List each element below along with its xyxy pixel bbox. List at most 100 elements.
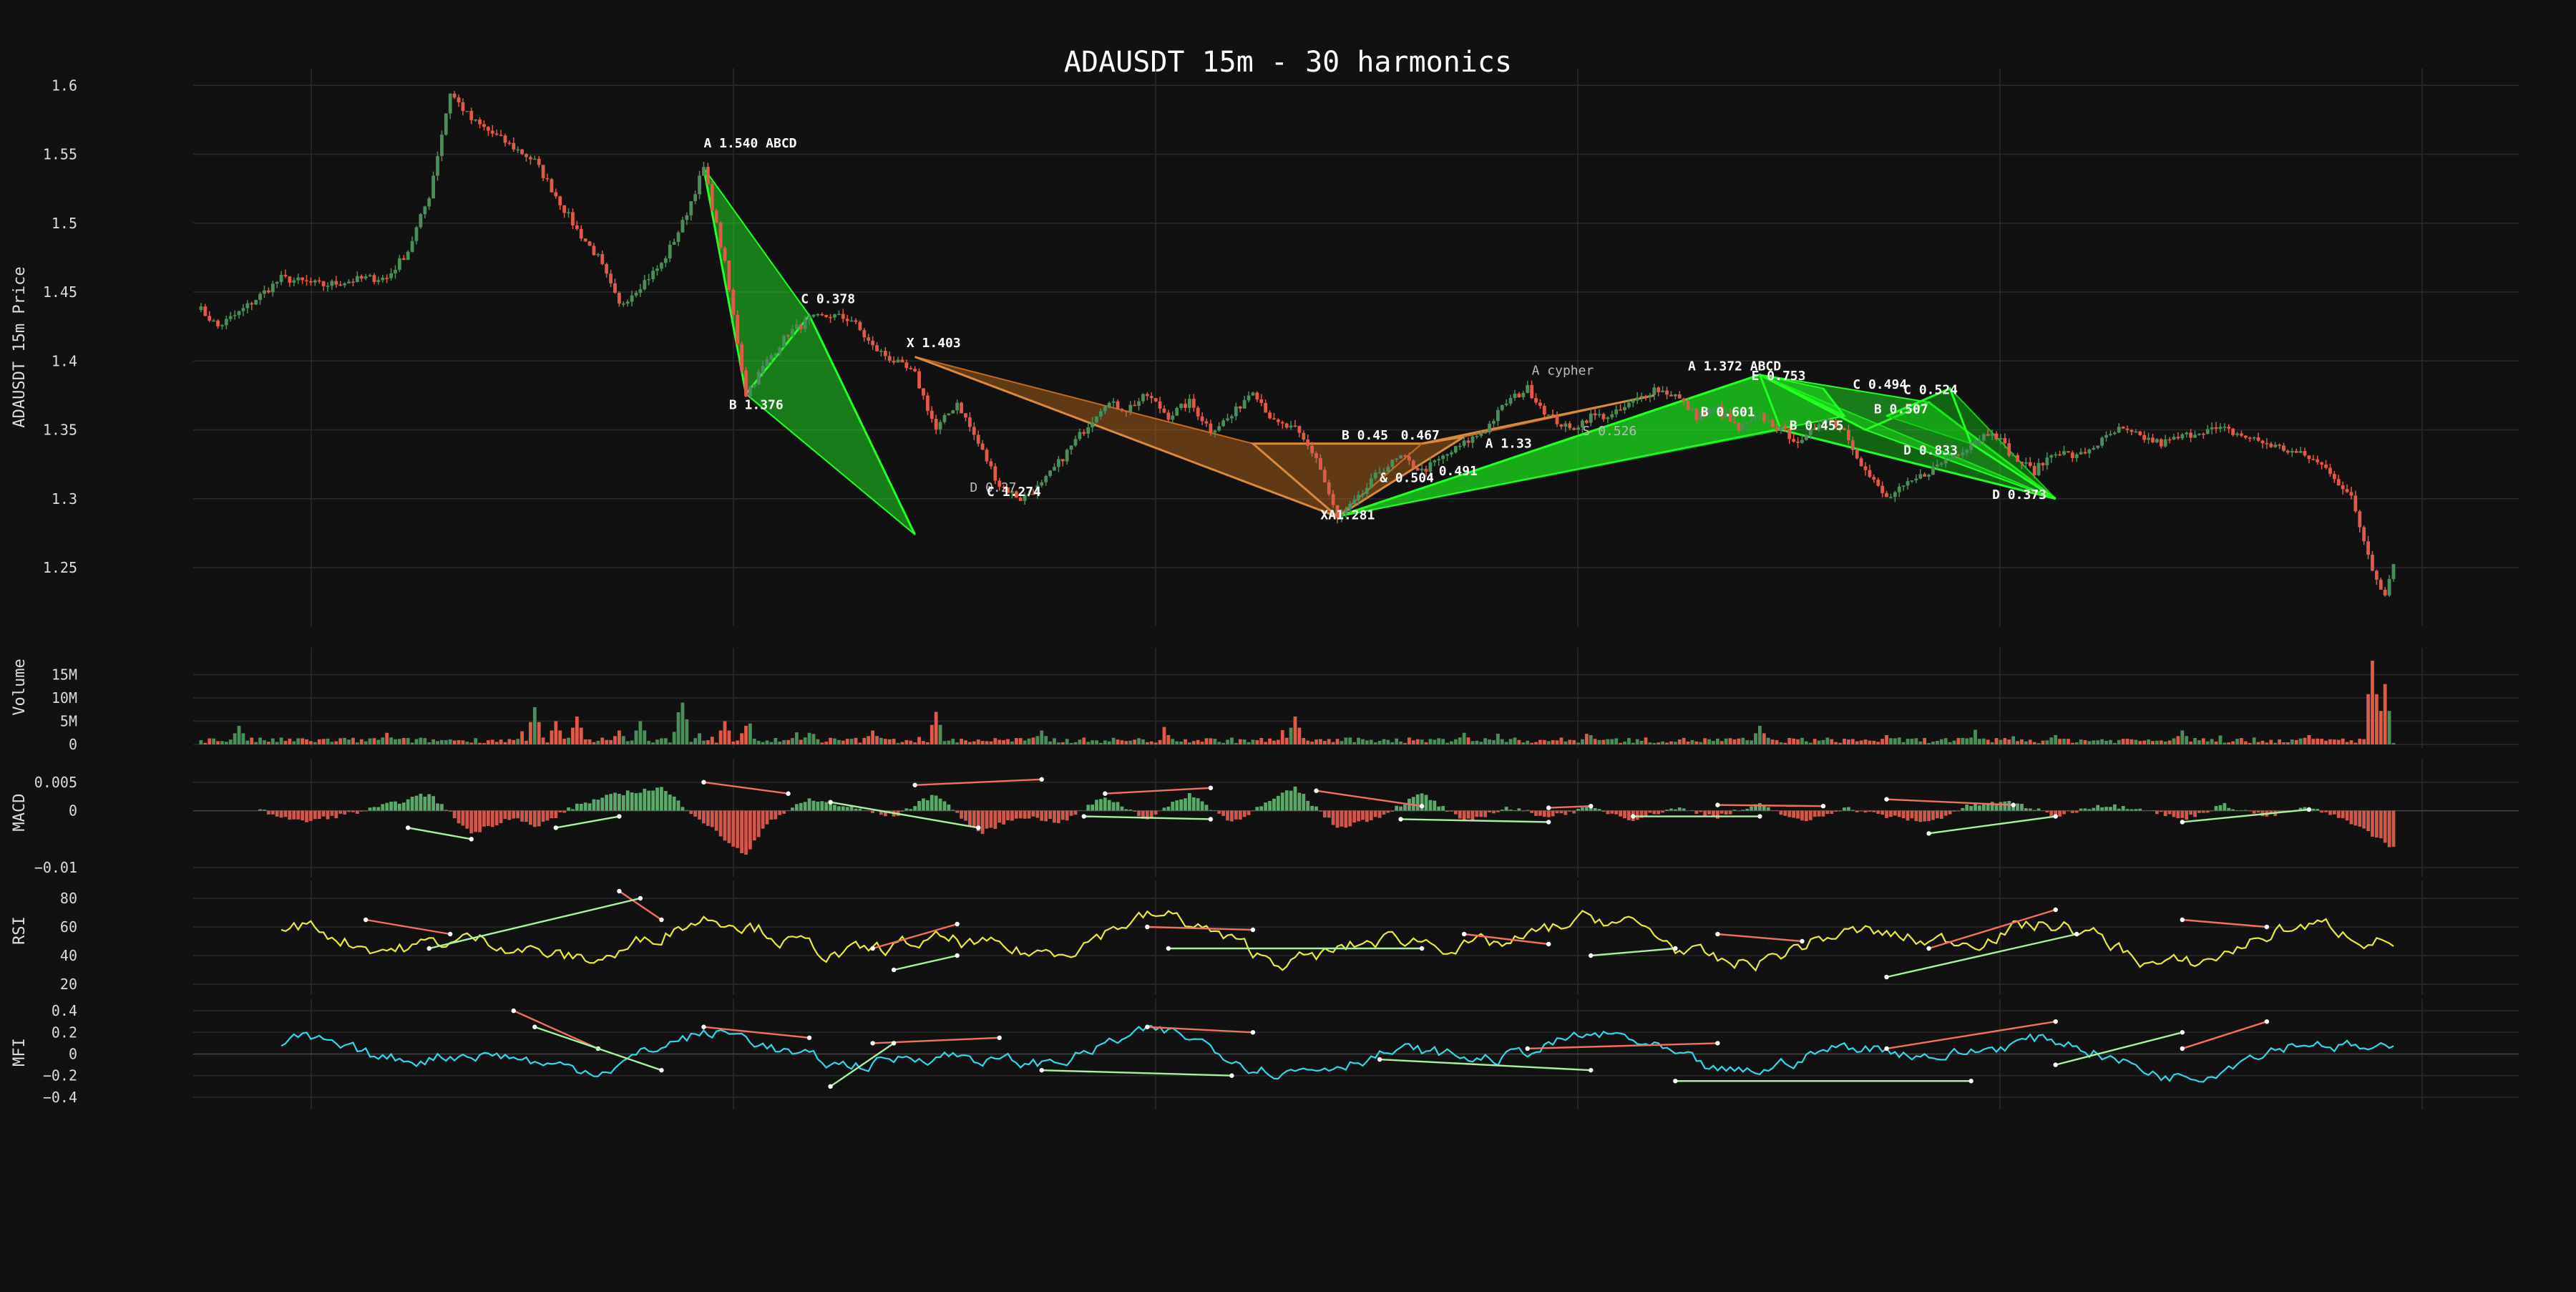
volume-bar — [1948, 742, 1952, 744]
macd-bar — [1750, 807, 1753, 811]
volume-bar — [542, 737, 545, 744]
macd-bar — [2003, 802, 2006, 811]
macd-bar — [1196, 798, 1200, 810]
macd-bar — [1775, 811, 1779, 812]
volume-bar — [1560, 737, 1563, 744]
macd-bar — [2379, 811, 2383, 839]
macd-bar — [1209, 810, 1213, 811]
candle-body — [331, 281, 334, 286]
macd-bar — [2337, 811, 2341, 818]
volume-bar — [1057, 742, 1060, 744]
volume-bar — [1623, 742, 1626, 744]
candle-body — [1082, 432, 1085, 434]
macd-bar — [2371, 811, 2374, 837]
candle-body — [651, 271, 655, 279]
candle-body — [1898, 487, 1901, 492]
macd-bar — [600, 797, 604, 810]
macd-bar — [567, 807, 570, 811]
candle-body — [2261, 441, 2265, 443]
volume-bar — [1995, 738, 1999, 744]
macd-bar — [846, 807, 849, 810]
macd-bar — [1336, 811, 1340, 828]
volume-bar — [478, 743, 482, 744]
macd-bar — [841, 806, 845, 810]
volume-bar — [1991, 742, 1994, 744]
volume-bar — [618, 731, 621, 745]
macd-bar — [1006, 811, 1010, 820]
volume-bar — [719, 731, 723, 745]
volume-bar — [1876, 742, 1880, 744]
volume-bar — [1137, 738, 1141, 744]
macd-divergence-dot — [828, 800, 832, 804]
price-tick-label: 1.5 — [52, 215, 77, 232]
macd-divergence-dot — [1715, 802, 1719, 807]
volume-bar — [271, 739, 275, 744]
volume-bar — [1602, 740, 1606, 744]
volume-bar — [1390, 742, 1394, 744]
volume-bar — [258, 738, 262, 744]
candle-body — [431, 175, 435, 198]
candle-body — [626, 301, 630, 303]
volume-bar — [1044, 736, 1048, 744]
macd-bar — [731, 811, 735, 847]
volume-bar — [1652, 743, 1656, 744]
macd-bar — [267, 811, 270, 815]
volume-bar — [1192, 741, 1196, 744]
volume-bar — [1847, 739, 1850, 744]
candle-body — [1762, 413, 1766, 422]
macd-bar — [1319, 811, 1322, 812]
candle-body — [2168, 439, 2172, 441]
macd-bar — [2180, 811, 2184, 818]
macd-bar — [935, 795, 938, 810]
volume-bar — [2278, 739, 2281, 744]
macd-bar — [1614, 811, 1618, 815]
volume-bar — [1860, 740, 1863, 744]
macd-bar — [1137, 811, 1141, 817]
candle-body — [504, 135, 507, 142]
volume-bar — [1053, 738, 1056, 744]
candle-body — [2049, 455, 2053, 457]
candle-body — [622, 303, 625, 305]
macd-bar — [981, 811, 985, 834]
candle-body — [782, 336, 786, 348]
macd-bar — [1813, 811, 1817, 817]
candle-body — [859, 322, 862, 330]
macd-bar — [1272, 799, 1276, 811]
macd-bar — [1982, 805, 1986, 811]
candle-body — [406, 252, 410, 260]
volume-bar — [1594, 739, 1597, 744]
candle-body — [1758, 413, 1762, 415]
macd-bar — [1306, 801, 1309, 811]
volume-bar — [1505, 742, 1508, 744]
volume-bar — [2134, 740, 2137, 744]
volume-bar — [2180, 731, 2184, 745]
volume-bar — [1999, 740, 2003, 744]
macd-bar — [1112, 802, 1116, 811]
macd-bar — [1576, 809, 1580, 811]
macd-bar — [1192, 797, 1196, 811]
volume-bar — [2029, 739, 2032, 744]
volume-bar — [1872, 741, 1875, 744]
candle-body — [1141, 394, 1145, 402]
macd-bar — [394, 802, 397, 811]
candle-body — [507, 142, 511, 144]
candle-body — [2147, 438, 2150, 440]
volume-bar — [1868, 741, 1872, 744]
volume-bar — [1707, 739, 1711, 744]
macd-bar — [909, 809, 912, 810]
volume-bar — [1420, 739, 1424, 744]
candle-body — [1674, 394, 1677, 397]
volume-bar — [1699, 742, 1702, 744]
macd-bar — [673, 797, 676, 811]
macd-bar — [2206, 811, 2210, 813]
candle-body — [1589, 414, 1593, 423]
candle-body — [1458, 446, 1462, 447]
volume-bar — [1982, 739, 1986, 744]
rsi-divergence-dot — [1673, 946, 1677, 951]
macd-bar — [1332, 811, 1335, 825]
volume-bar — [1209, 738, 1213, 744]
macd-bar — [1044, 811, 1048, 822]
rsi-divergence-dot — [955, 953, 959, 958]
candle-body — [1399, 455, 1402, 458]
volume-bar — [913, 742, 917, 744]
